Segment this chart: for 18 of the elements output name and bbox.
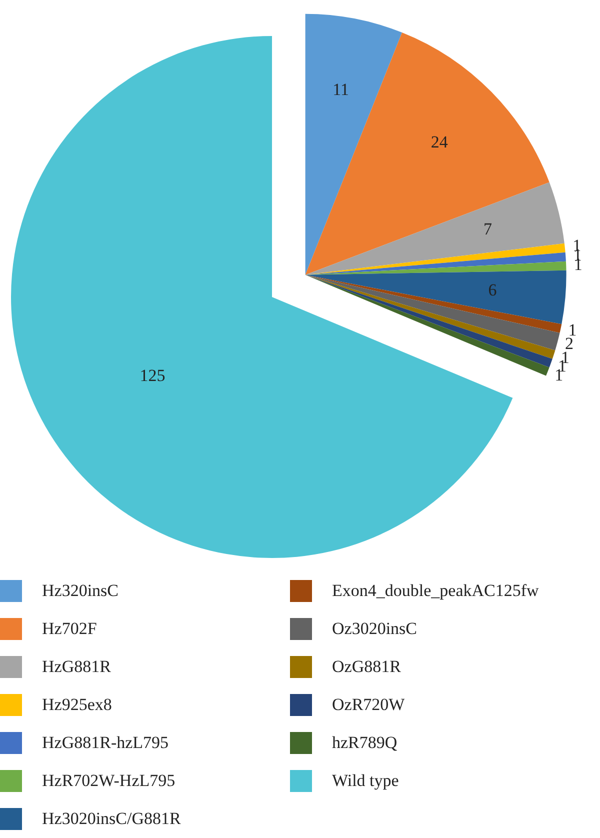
legend-label: HzG881R-hzL795 [42, 733, 169, 753]
legend-label: Exon4_double_peakAC125fw [332, 581, 539, 601]
legend-label: HzG881R [42, 657, 111, 677]
legend-label: Hz925ex8 [42, 695, 112, 715]
legend-label: Hz320insC [42, 581, 118, 601]
data-label: 125 [140, 366, 166, 385]
legend-label: Hz3020insC/G881R [42, 809, 181, 829]
data-label: 6 [488, 280, 497, 300]
data-label: 7 [484, 219, 493, 238]
data-label: 24 [430, 132, 448, 152]
data-label: 11 [332, 80, 349, 99]
legend-label: OzR720W [332, 695, 405, 715]
legend-label: Wild type [332, 771, 399, 791]
legend-label: Oz3020insC [332, 619, 417, 639]
legend-label: Hz702F [42, 619, 97, 639]
legend-label: OzG881R [332, 657, 401, 677]
legend-label: hzR789Q [332, 733, 398, 753]
legend-label: HzR702W-HzL795 [42, 771, 176, 791]
